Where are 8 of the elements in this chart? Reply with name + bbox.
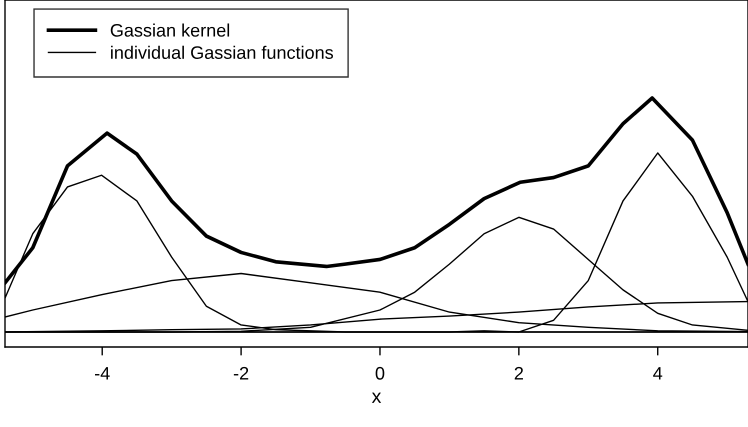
x-tick-label: 4: [653, 367, 662, 380]
x-tick-label: -4: [94, 367, 110, 380]
x-tick-label: 0: [376, 366, 384, 380]
x-axis-title: x: [372, 392, 382, 403]
x-tick-label: 2: [514, 366, 523, 380]
legend-label: Gassian kernel: [110, 23, 230, 37]
legend-label: individual Gassian functions: [111, 46, 334, 59]
x-tick-label: -2: [234, 366, 248, 380]
